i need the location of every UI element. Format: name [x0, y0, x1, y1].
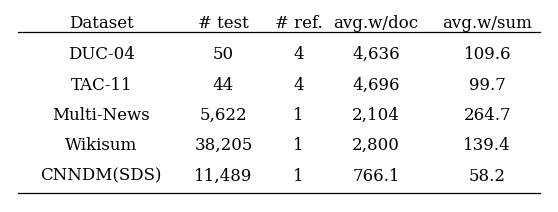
Text: DUC-04: DUC-04 [68, 46, 135, 63]
Text: avg.w/doc: avg.w/doc [334, 15, 418, 32]
Text: Wikisum: Wikisum [65, 137, 137, 154]
Text: 4,696: 4,696 [353, 77, 400, 93]
Text: 2,104: 2,104 [352, 107, 400, 124]
Text: avg.w/sum: avg.w/sum [442, 15, 532, 32]
Text: CNNDM(SDS): CNNDM(SDS) [41, 168, 162, 185]
Text: TAC-11: TAC-11 [70, 77, 132, 93]
Text: # ref.: # ref. [275, 15, 323, 32]
Text: 1: 1 [293, 107, 304, 124]
Text: 139.4: 139.4 [463, 137, 511, 154]
Text: 50: 50 [213, 46, 234, 63]
Text: # test: # test [198, 15, 249, 32]
Text: 109.6: 109.6 [464, 46, 511, 63]
Text: Multi-News: Multi-News [52, 107, 150, 124]
Text: 4: 4 [293, 46, 304, 63]
Text: 11,489: 11,489 [194, 168, 253, 185]
Text: 4: 4 [293, 77, 304, 93]
Text: 58.2: 58.2 [469, 168, 506, 185]
Text: 4,636: 4,636 [352, 46, 400, 63]
Text: 1: 1 [293, 168, 304, 185]
Text: 1: 1 [293, 137, 304, 154]
Text: 5,622: 5,622 [200, 107, 247, 124]
Text: 2,800: 2,800 [352, 137, 400, 154]
Text: 766.1: 766.1 [353, 168, 400, 185]
Text: Dataset: Dataset [69, 15, 134, 32]
Text: 99.7: 99.7 [469, 77, 506, 93]
Text: 44: 44 [213, 77, 234, 93]
Text: 264.7: 264.7 [463, 107, 511, 124]
Text: 38,205: 38,205 [194, 137, 253, 154]
